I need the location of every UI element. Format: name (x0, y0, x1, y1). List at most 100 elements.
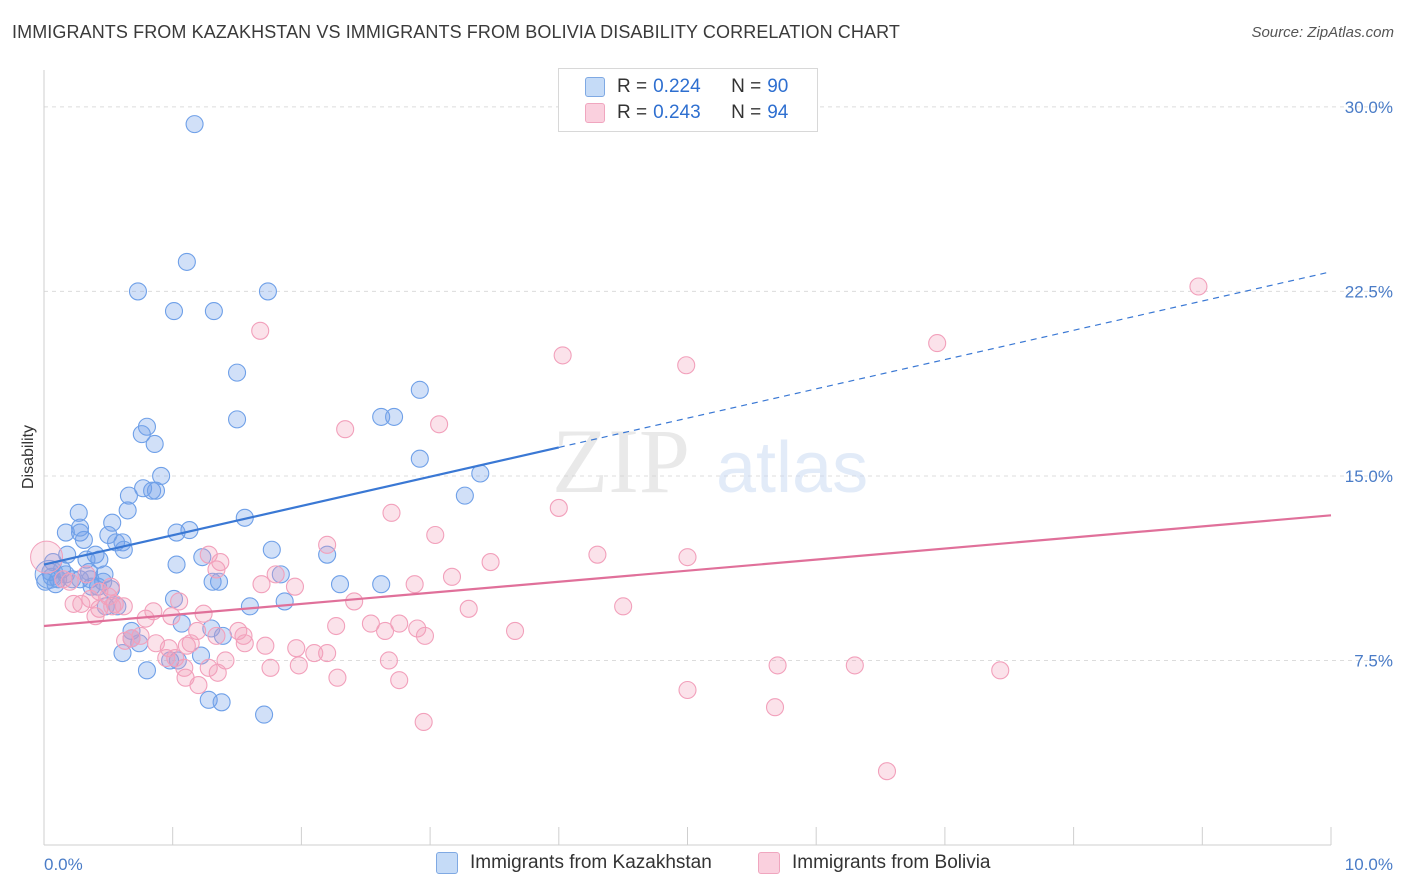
watermark-atlas: atlas (716, 428, 868, 508)
legend-r-value: 0.243 (653, 102, 701, 123)
y-axis-label: Disability (20, 425, 37, 489)
kazakhstan-point (143, 481, 162, 500)
bolivia-point (235, 634, 254, 653)
kazakhstan-point (56, 523, 75, 542)
bolivia-point (234, 626, 253, 645)
bolivia-cluster-point (30, 540, 64, 574)
bolivia-point (768, 656, 787, 675)
bolivia-point (72, 594, 91, 613)
bolivia-point (505, 621, 525, 641)
kazakhstan-point (146, 481, 166, 500)
bolivia-point (199, 658, 218, 677)
bolivia-point (928, 334, 947, 353)
legend-n-value: 94 (767, 102, 789, 123)
source-label: Source: ZipAtlas.com (1251, 24, 1394, 41)
watermark: ZIP atlas (552, 410, 868, 512)
kazakhstan-point (212, 693, 231, 712)
legend-row-kazakhstan: R = 0.224 N = 90 (585, 75, 788, 99)
bolivia-point (146, 634, 166, 653)
bolivia-point (318, 535, 337, 554)
bolivia-point (390, 614, 409, 633)
bolivia-point (678, 548, 697, 567)
legend-r-value: 0.224 (653, 76, 701, 97)
bolivia-point (77, 565, 96, 584)
kazakhstan-point (258, 282, 277, 301)
kazakhstan-legend-label: Immigrants from Kazakhstan (470, 852, 712, 873)
kazakhstan-point (118, 501, 137, 520)
legend-n-label: N = (731, 76, 762, 97)
kazakhstan-point (132, 425, 151, 444)
kazakhstan-trend-line (43, 446, 560, 566)
bolivia-legend-swatch (758, 852, 780, 874)
y-tick-label: 22.5% (1345, 282, 1393, 301)
kazakhstan-point (410, 449, 429, 468)
y-tick-label: 15.0% (1345, 467, 1393, 486)
bolivia-point (99, 587, 118, 606)
bolivia-point (318, 644, 337, 663)
bolivia-legend-label: Immigrants from Bolivia (792, 852, 991, 873)
kazakhstan-cluster-point (34, 559, 64, 589)
kazakhstan-trend-extension (558, 271, 1332, 448)
bolivia-points (30, 277, 1208, 781)
kazakhstan-point (69, 503, 88, 522)
bolivia-point (459, 599, 478, 618)
legend-row-bolivia: R = 0.243 N = 94 (585, 101, 788, 125)
grid-lines (44, 106, 1392, 661)
bolivia-point (261, 658, 280, 677)
bolivia-point (287, 639, 306, 658)
bolivia-trend-line (43, 514, 1332, 628)
bottom-legend-bolivia: Immigrants from Bolivia (758, 852, 991, 874)
bolivia-point (1189, 277, 1208, 296)
bolivia-point (345, 592, 364, 611)
kazakhstan-point (410, 380, 429, 399)
kazakhstan-point (228, 363, 247, 382)
legend-r-label: R = (617, 76, 648, 97)
legend-n-label: N = (731, 102, 762, 123)
bolivia-point (379, 651, 398, 670)
kazakhstan-point (262, 540, 281, 559)
bolivia-point (81, 589, 100, 609)
bolivia-swatch (585, 103, 605, 123)
bolivia-point (408, 619, 427, 638)
bolivia-point (207, 626, 226, 645)
bolivia-point (376, 621, 395, 641)
kazakhstan-point (74, 530, 93, 549)
bolivia-point (170, 592, 189, 611)
bolivia-point (305, 644, 324, 663)
bolivia-point (175, 658, 194, 677)
bolivia-point (442, 567, 462, 586)
bolivia-point (256, 636, 275, 655)
axes (43, 70, 1332, 846)
kazakhstan-point (228, 410, 247, 429)
legend-r-label: R = (617, 102, 648, 123)
bolivia-point (336, 420, 355, 439)
kazakhstan-point (137, 661, 157, 680)
legend-n-value: 90 (767, 76, 789, 97)
trend-lines (43, 271, 1332, 628)
stats-legend: R = 0.224 N = 90 R = 0.243 N = 94 (558, 68, 818, 132)
kazakhstan-point (275, 592, 294, 611)
kazakhstan-point (79, 562, 99, 581)
bolivia-point (60, 572, 79, 591)
kazakhstan-point (372, 407, 391, 426)
y-tick-label: 7.5% (1354, 651, 1393, 670)
bolivia-point (426, 525, 445, 545)
bolivia-point (678, 680, 697, 700)
bolivia-point (361, 614, 380, 633)
bolivia-point (877, 762, 897, 781)
bolivia-point (845, 656, 864, 675)
kazakhstan-point (167, 555, 186, 574)
chart-title: IMMIGRANTS FROM KAZAKHSTAN VS IMMIGRANTS… (12, 22, 900, 42)
bolivia-point (614, 597, 633, 616)
bolivia-point (553, 346, 572, 365)
bolivia-point (285, 577, 305, 596)
bottom-legend-kazakhstan: Immigrants from Kazakhstan (436, 852, 712, 874)
y-tick-labels: 7.5% 15.0% 22.5% 30.0% (1345, 98, 1393, 671)
kazakhstan-point (114, 540, 133, 559)
bolivia-point (116, 631, 135, 650)
bolivia-point (390, 671, 409, 690)
bolivia-point (430, 415, 449, 434)
bolivia-point (289, 656, 308, 675)
kazakhstan-point (385, 407, 404, 426)
